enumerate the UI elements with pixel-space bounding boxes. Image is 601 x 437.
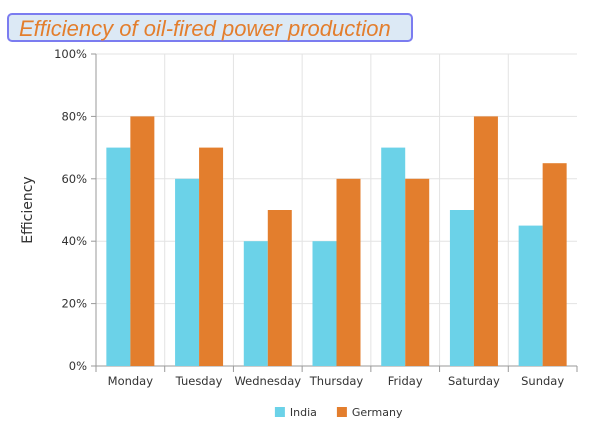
y-tick-label: 40%	[61, 234, 87, 248]
x-tick-label: Sunday	[521, 374, 564, 388]
bar-india-wednesday	[243, 241, 268, 366]
chart-title: Efficiency of oil-fired power production	[19, 16, 391, 41]
bar-germany-monday	[130, 116, 155, 367]
x-tick-label: Friday	[388, 374, 423, 388]
y-tick-label: 0%	[69, 359, 87, 373]
y-tick-label: 80%	[61, 109, 87, 123]
bar-india-monday	[106, 147, 131, 366]
x-tick-label: Monday	[108, 374, 154, 388]
y-tick-label: 20%	[61, 297, 87, 311]
bar-india-friday	[381, 147, 406, 366]
bar-germany-saturday	[473, 116, 498, 367]
x-tick-label: Tuesday	[175, 374, 223, 388]
bar-india-sunday	[518, 225, 543, 366]
chart-title-box: Efficiency of oil-fired power production	[7, 13, 413, 42]
bars	[106, 116, 567, 367]
x-tick-label: Thursday	[309, 374, 364, 388]
bar-india-thursday	[312, 241, 337, 366]
x-tick-label: Saturday	[448, 374, 500, 388]
x-tick-label: Wednesday	[234, 374, 301, 388]
y-tick-label: 60%	[61, 172, 87, 186]
axis-labels: 0% 20% 40% 60% 80% 100% Monday Tuesday Wednesday…	[54, 47, 564, 388]
bar-india-saturday	[449, 210, 474, 366]
bar-germany-friday	[405, 178, 430, 366]
bar-germany-sunday	[542, 163, 567, 366]
legend-swatch-germany	[336, 407, 347, 417]
bar-germany-tuesday	[199, 147, 224, 366]
legend-swatch-india	[274, 407, 285, 417]
bar-india-tuesday	[175, 178, 200, 366]
legend: India Germany	[274, 406, 403, 419]
bar-germany-wednesday	[267, 210, 292, 366]
y-axis-title: Efficiency	[20, 176, 36, 243]
legend-label-germany: Germany	[352, 406, 403, 419]
legend-label-india: India	[290, 406, 317, 419]
bar-germany-thursday	[336, 178, 361, 366]
y-tick-label: 100%	[54, 47, 87, 61]
